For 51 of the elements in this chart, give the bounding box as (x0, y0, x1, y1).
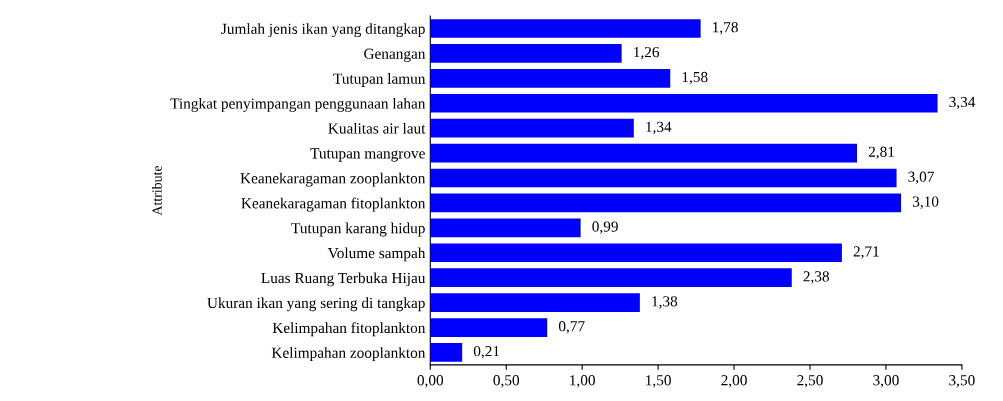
bar (430, 243, 842, 263)
data-label: 3,10 (912, 196, 939, 209)
data-label: 2,81 (868, 146, 895, 160)
y-tick-label: Luas Ruang Terbuka Hijau (261, 272, 426, 287)
y-tick-label: Tutupan mangrove (310, 148, 425, 162)
x-tick-label: 2,50 (797, 375, 823, 388)
data-label: 2,38 (803, 271, 830, 284)
data-label: 1,38 (652, 296, 678, 309)
data-label: 0,77 (558, 321, 585, 334)
data-label: 1,34 (646, 121, 672, 135)
bar (430, 343, 463, 362)
y-axis-title: Attribute (151, 165, 162, 216)
y-tick-label: Tingkat penyimpangan penggunaan lahan (170, 97, 426, 112)
y-tick-label: Tutupan lamun (333, 73, 426, 87)
y-tick-label: Ukuran ikan yang sering di tangkap (207, 297, 425, 312)
y-tick-label: Kelimpahan fitoplankton (272, 322, 426, 337)
bar (430, 318, 548, 337)
bar (430, 19, 701, 38)
y-tick-label: Kualitas air laut (328, 122, 426, 134)
y-tick-label: Tutupan karang hidup (291, 222, 425, 237)
x-tick-label: 1,00 (570, 375, 595, 388)
y-tick-label: Jumlah jenis ikan yang ditangkap (221, 23, 425, 38)
x-tick-label: 3,50 (949, 375, 975, 388)
bar (430, 268, 792, 288)
data-label: 0,99 (592, 221, 618, 234)
x-tick-label: 2,00 (721, 375, 747, 388)
data-label: 1,78 (713, 22, 738, 35)
bar (430, 293, 640, 312)
data-label: 0,21 (473, 345, 500, 359)
data-label: 3,34 (949, 96, 976, 110)
bar (430, 168, 897, 188)
y-tick-label: Keanekaragaman fitoplankton (241, 197, 426, 212)
bar (430, 218, 581, 238)
y-tick-label: Volume sampah (327, 247, 426, 262)
bar (430, 93, 938, 113)
data-label: 1,58 (682, 71, 708, 85)
data-label: 1,26 (634, 46, 660, 60)
y-tick-label: Keanekaragaman zooplankton (240, 172, 426, 187)
bar (430, 143, 858, 163)
x-tick-label: 0,00 (417, 375, 444, 388)
x-tick-label: 1,50 (646, 375, 671, 388)
data-label: 3,07 (908, 171, 934, 185)
bar (430, 118, 634, 138)
y-tick-label: Kelimpahan zooplankton (271, 347, 426, 361)
bar (430, 68, 671, 88)
x-tick-label: 3,00 (873, 375, 899, 388)
x-tick-label: 0,50 (493, 375, 520, 388)
data-label: 2,71 (853, 246, 879, 259)
bar (430, 44, 622, 63)
y-tick-label: Genangan (364, 48, 426, 62)
bar (430, 193, 902, 213)
